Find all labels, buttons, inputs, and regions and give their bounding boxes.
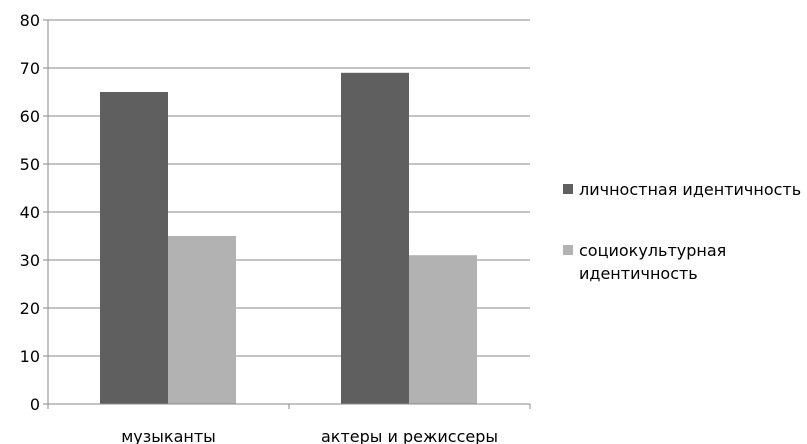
x-category-labels: музыканты актеры и режиссеры [121,427,498,444]
y-tick-labels: 0 10 20 30 40 50 60 70 80 [20,11,40,414]
y-tick-label-50: 50 [20,155,40,174]
legend-swatch-personal [563,184,573,194]
x-category-label-1: актеры и режиссеры [321,427,498,444]
legend-item-personal: личностная идентичность [563,178,807,201]
y-tick-label-0: 0 [30,395,40,414]
y-tick-label-80: 80 [20,11,40,30]
legend-label-personal: личностная идентичность [579,178,801,201]
legend-item-sociocultural: социокультурная идентичность [563,239,807,285]
y-tick-label-10: 10 [20,347,40,366]
legend: личностная идентичность социокультурная … [563,178,807,323]
y-tick-label-20: 20 [20,299,40,318]
bar-series1-cat0 [168,236,236,404]
bar-series0-cat0 [100,92,168,404]
y-tick-label-40: 40 [20,203,40,222]
y-tick-label-60: 60 [20,107,40,126]
bars [100,73,477,404]
y-tick-label-70: 70 [20,59,40,78]
y-tick-label-30: 30 [20,251,40,270]
bar-series0-cat1 [341,73,409,404]
x-category-label-0: музыканты [121,427,216,444]
bar-series1-cat1 [409,255,477,404]
legend-swatch-sociocultural [563,245,573,255]
legend-label-sociocultural: социокультурная идентичность [579,239,769,285]
